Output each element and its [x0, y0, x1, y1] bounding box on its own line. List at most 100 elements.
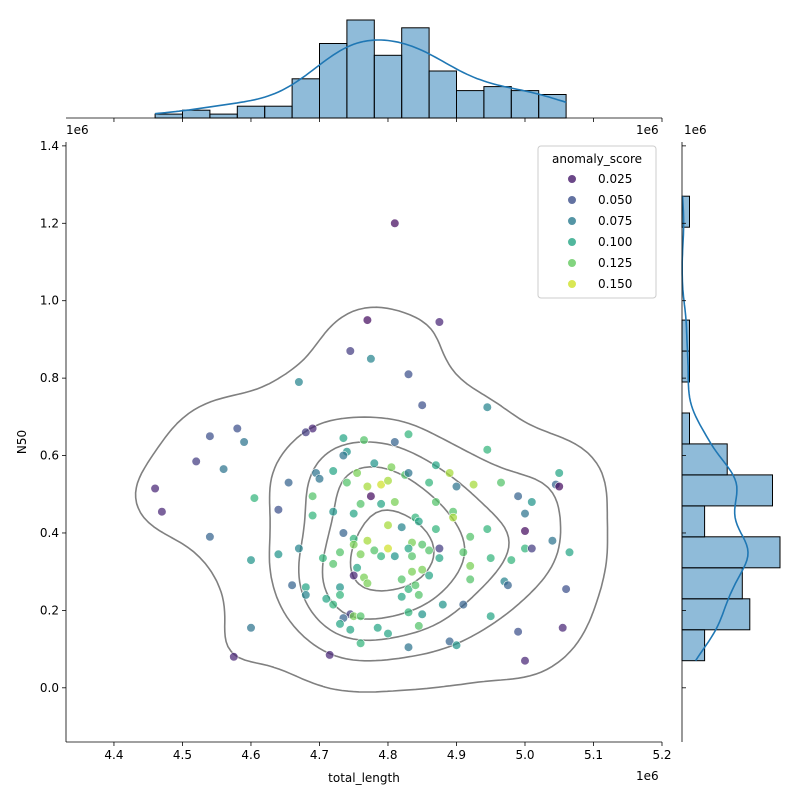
y-hist-bar [681, 629, 706, 662]
scatter-point [424, 570, 434, 581]
y-hist-bar [681, 536, 781, 569]
legend-marker [567, 216, 577, 226]
legend-marker [567, 258, 577, 268]
scatter-point [369, 458, 379, 468]
x-hist-bar [209, 113, 238, 119]
scatter-point [390, 218, 400, 228]
scatter-point [321, 594, 331, 604]
scatter-point [431, 524, 441, 534]
y-axis-label: N50 [15, 430, 29, 454]
y-tick-label: 1.2 [40, 216, 59, 230]
scatter-point [465, 532, 475, 542]
scatter-point [335, 582, 345, 592]
x-tick-label: 4.8 [378, 748, 397, 762]
scatter-point [273, 549, 284, 559]
scatter-point [249, 493, 259, 503]
scatter-point [157, 507, 167, 517]
scatter-point [482, 445, 492, 455]
legend-entry-label: 0.150 [598, 277, 632, 291]
x-tick-label: 4.5 [173, 748, 192, 762]
y-tick-label: 0.2 [40, 603, 59, 617]
x-axis-label: total_length [328, 771, 400, 785]
right-marginal: 1e6 [681, 123, 781, 742]
scatter-point [232, 423, 242, 434]
scatter-point [376, 499, 386, 509]
x-tick-label: 5.2 [652, 748, 671, 762]
scatter-point [520, 526, 530, 536]
scatter-point [219, 464, 229, 474]
scatter-point [458, 547, 468, 557]
scatter-point [376, 551, 386, 561]
x-kde-curve [155, 39, 567, 115]
scatter-point [451, 640, 462, 650]
scatter-point [301, 582, 311, 592]
y-axis-ticks: 0.0 0.2 0.4 0.6 0.8 1.0 1.2 1.4 [40, 139, 66, 695]
scatter-point [554, 468, 564, 478]
scatter-point [205, 532, 215, 542]
y-tick-label: 0.0 [40, 681, 59, 695]
scatter-point [301, 590, 311, 600]
scatter-point [410, 580, 421, 590]
scatter-point [390, 437, 400, 447]
scatter-point [403, 369, 414, 379]
scatter-point [356, 549, 366, 559]
scatter-point [482, 402, 492, 412]
x-histogram-bars [154, 19, 567, 119]
scatter-point [390, 551, 400, 561]
scatter-point [403, 607, 414, 617]
y-hist-bar [681, 505, 706, 538]
right-marginal-ticks [682, 145, 686, 689]
scatter-point [349, 570, 359, 581]
scatter-point [335, 547, 345, 557]
scatter-point [417, 400, 427, 410]
scatter-point [383, 543, 393, 554]
scatter-point [558, 623, 568, 633]
legend-title: anomaly_score [552, 152, 642, 166]
kde-contour-level [134, 306, 609, 693]
scatter-point [513, 627, 523, 637]
top-marginal: 1e6 1e6 [66, 19, 663, 137]
x-tick-label: 4.4 [104, 748, 123, 762]
scatter-point [239, 437, 249, 447]
x-axis-ticks: 4.4 4.5 4.6 4.7 4.8 4.9 5.0 5.1 5.2 [104, 742, 672, 762]
scatter-point [434, 317, 445, 327]
scatter-point [359, 435, 369, 445]
y-tick-label: 0.6 [40, 449, 59, 463]
x-hist-bar [346, 19, 375, 119]
scatter-point [390, 497, 400, 507]
scatter-point [362, 315, 373, 325]
scatter-point [503, 580, 513, 590]
scatter-point [325, 650, 335, 660]
legend-marker [567, 279, 577, 289]
x-tick-label: 4.9 [447, 748, 466, 762]
scatter-point [448, 512, 458, 523]
scatter-point [414, 590, 424, 600]
scatter-point [366, 354, 376, 364]
scatter-point [496, 478, 506, 488]
x-hist-bar [264, 105, 293, 119]
scatter-point [246, 623, 256, 633]
scatter-point [191, 456, 201, 467]
scatter-point [366, 491, 376, 501]
scatter-point [229, 652, 239, 662]
legend-entry-label: 0.050 [598, 193, 632, 207]
scatter-point [294, 377, 304, 387]
y-hist-bar [681, 474, 773, 507]
scatter-point [445, 468, 455, 478]
scatter-point [349, 539, 359, 550]
x-hist-bar [456, 90, 485, 119]
scatter-point [417, 609, 427, 619]
y-hist-bar [681, 412, 690, 445]
scatter-point [328, 559, 338, 569]
kde-contour-level [298, 441, 510, 642]
top-marginal-ticks [113, 118, 663, 122]
scatter-point [486, 553, 496, 563]
scatter-point [352, 468, 362, 478]
scatter-point [383, 628, 393, 639]
x-hist-bar [428, 70, 458, 119]
y-tick-label: 0.8 [40, 371, 59, 385]
scatter-point [403, 642, 414, 652]
scatter-point [465, 574, 475, 585]
scatter-point [520, 508, 530, 519]
